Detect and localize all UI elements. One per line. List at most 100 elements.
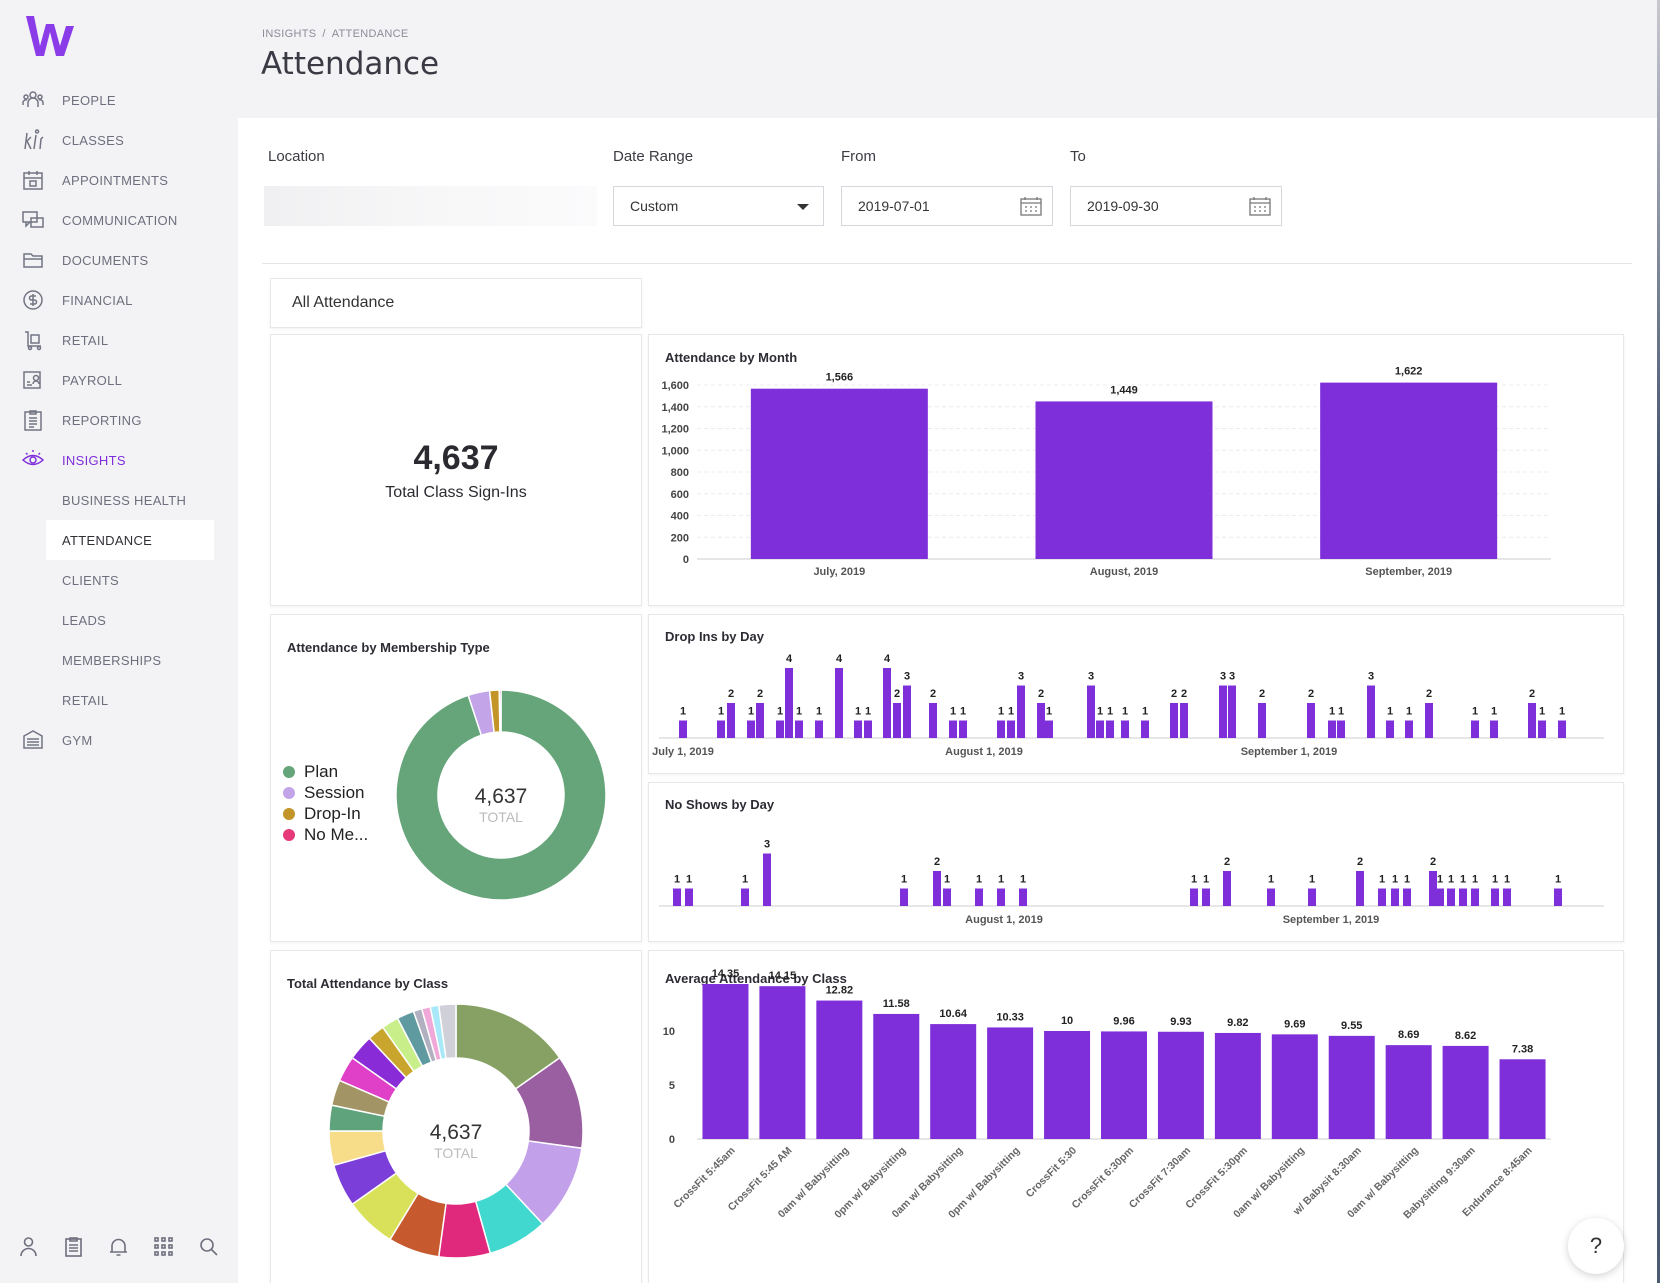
nav-item-gym[interactable]: GYM (0, 720, 237, 760)
sidebar: PEOPLE CLASSES APPOINTMENTS COMMUNICATIO… (0, 0, 237, 1283)
attendance-by-month-card: Attendance by Month 0 200 400 600 800 1,000 1,… (648, 334, 1624, 606)
bar (1035, 401, 1213, 559)
x-tick-label: August 1, 2019 (965, 914, 1043, 926)
nav-item-financial[interactable]: FINANCIAL (0, 280, 237, 320)
legend-swatch (283, 807, 295, 820)
x-tick-label: September 1, 2019 (1283, 914, 1380, 926)
bar (1228, 685, 1236, 738)
nav-item-people[interactable]: PEOPLE (0, 80, 237, 120)
subnav-leads[interactable]: LEADS (62, 612, 107, 628)
date-range-label: Date Range (613, 148, 694, 165)
nav-item-documents[interactable]: DOCUMENTS (0, 240, 237, 280)
bar-value-label: 1 (1008, 706, 1014, 718)
bar (1202, 888, 1210, 906)
bar-value-label: 1 (1491, 706, 1497, 718)
bar (1308, 888, 1316, 906)
bar (1385, 1045, 1432, 1139)
bar-value-label: 1 (686, 874, 692, 886)
bar-value-label: 4 (884, 653, 891, 665)
subnav-memberships[interactable]: MEMBERSHIPS (62, 652, 162, 668)
bar (1320, 382, 1498, 559)
subnav-attendance[interactable]: ATTENDANCE (46, 520, 214, 560)
from-date-input[interactable]: 2019-07-01 (841, 186, 1053, 226)
bar (1019, 888, 1027, 906)
chart-title: Total Attendance by Class (287, 976, 449, 991)
search-icon[interactable] (198, 1236, 219, 1257)
legend-item[interactable]: Drop-In (283, 803, 368, 824)
x-tick-label: July 1, 2019 (652, 746, 714, 758)
dollar-icon (22, 289, 44, 311)
bar-value-label: 1 (998, 706, 1004, 718)
calendar-icon[interactable] (1020, 196, 1042, 216)
subnav-retail[interactable]: RETAIL (62, 692, 109, 708)
membership-legend: Plan Session Drop-In No Me... (283, 761, 368, 845)
x-tick-label: CrossFit 7:30am (1127, 1145, 1193, 1211)
bar (1101, 1031, 1147, 1139)
bar-value-label: 1 (816, 706, 822, 718)
total-signins-card: 4,637 Total Class Sign-Ins (270, 334, 642, 606)
tab-all-attendance[interactable]: All Attendance (270, 278, 642, 328)
bar-value-label: 1 (1492, 874, 1498, 886)
nav-item-classes[interactable]: CLASSES (0, 120, 237, 160)
bar (1328, 1035, 1375, 1139)
x-tick-label: CrossFit 5:30 (1024, 1145, 1080, 1201)
y-tick-label: 400 (671, 511, 689, 523)
bar-value-label: 1 (1392, 874, 1398, 886)
bar-value-label: 1,566 (826, 372, 854, 384)
bar-value-label: 1,449 (1110, 384, 1138, 396)
bar (776, 720, 784, 738)
bar-value-label: 14.35 (712, 968, 740, 980)
y-tick-label: 1,200 (661, 424, 689, 436)
nav-item-communication[interactable]: COMMUNICATION (0, 200, 237, 240)
average-by-class-card: Average Attendance by Class 0 5 10 14.35 Cro… (648, 950, 1624, 1283)
bar (1337, 720, 1345, 738)
wodify-logo[interactable] (22, 12, 78, 62)
bar (1403, 888, 1411, 906)
bar-value-label: 1 (777, 706, 783, 718)
nav-item-reporting[interactable]: REPORTING (0, 400, 237, 440)
subnav-business-health[interactable]: BUSINESS HEALTH (62, 492, 187, 508)
location-select[interactable] (264, 186, 597, 226)
bell-icon[interactable] (108, 1236, 129, 1257)
nav-item-appointments[interactable]: APPOINTMENTS (0, 160, 237, 200)
bar (997, 720, 1005, 738)
bar (815, 720, 823, 738)
nav-item-insights[interactable]: INSIGHTS (0, 440, 237, 480)
legend-swatch (283, 786, 295, 799)
breadcrumb-insights[interactable]: INSIGHTS (262, 28, 317, 40)
to-date-input[interactable]: 2019-09-30 (1070, 186, 1282, 226)
donut-slice (437, 1003, 457, 1060)
bar (1471, 888, 1479, 906)
bar (1267, 888, 1275, 906)
nav-item-payroll[interactable]: PAYROLL (0, 360, 237, 400)
calendar-icon[interactable] (1249, 196, 1271, 216)
nav-label: APPOINTMENTS (62, 172, 169, 188)
help-button[interactable]: ? (1568, 1218, 1624, 1274)
bar-value-label: 1 (865, 706, 871, 718)
main-nav: PEOPLE CLASSES APPOINTMENTS COMMUNICATIO… (0, 80, 237, 760)
apps-grid-icon[interactable] (153, 1236, 174, 1257)
donut-center-value: 4,637 (475, 785, 528, 808)
bar (835, 668, 843, 738)
legend-item[interactable]: Session (283, 782, 368, 803)
bar-value-label: 1 (748, 706, 754, 718)
donut-center-value: 4,637 (430, 1121, 483, 1144)
legend-item[interactable]: No Me... (283, 824, 368, 845)
bar (1106, 720, 1114, 738)
user-icon[interactable] (18, 1236, 39, 1257)
bar-value-label: 1 (1142, 706, 1148, 718)
bar (1096, 720, 1104, 738)
clipboard-icon[interactable] (63, 1236, 84, 1257)
nav-label: FINANCIAL (62, 292, 133, 308)
bar (1328, 720, 1336, 738)
legend-item[interactable]: Plan (283, 761, 368, 782)
x-tick-label: July, 2019 (813, 566, 865, 578)
nav-item-retail[interactable]: RETAIL (0, 320, 237, 360)
to-label: To (1070, 148, 1086, 165)
bar-value-label: 2 (1308, 688, 1314, 700)
bar (679, 720, 687, 738)
date-range-select[interactable]: Custom (613, 186, 824, 226)
subnav-clients[interactable]: CLIENTS (62, 572, 120, 588)
bar-value-label: 1 (1504, 874, 1510, 886)
donut-slice (498, 689, 502, 733)
